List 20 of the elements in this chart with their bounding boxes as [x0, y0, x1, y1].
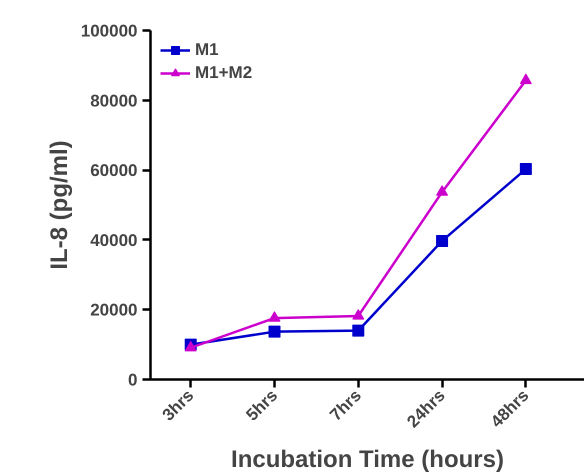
y-tick-label: 20000	[90, 300, 138, 320]
point	[520, 74, 532, 84]
point	[352, 324, 364, 337]
point	[436, 234, 448, 247]
y-tick-label: 40000	[90, 230, 138, 250]
x-tick-label: 7hrs	[326, 386, 366, 425]
legend-label: M1	[195, 40, 219, 60]
x-tick-label: 5hrs	[242, 386, 282, 425]
y-tick-label: 0	[128, 370, 138, 390]
y-axis-title: IL-8 (pg/ml)	[46, 140, 73, 270]
point	[352, 309, 364, 320]
point	[520, 163, 532, 176]
point	[268, 311, 280, 322]
y-tick-label: 100000	[80, 22, 138, 40]
y-tick-label: 60000	[90, 161, 138, 180]
y-tick-label: 80000	[90, 91, 138, 110]
legend-label: M1+M2	[195, 63, 252, 83]
point	[436, 185, 448, 196]
point	[268, 326, 280, 338]
x-axis-title: Incubation Time (hours)	[231, 446, 504, 474]
